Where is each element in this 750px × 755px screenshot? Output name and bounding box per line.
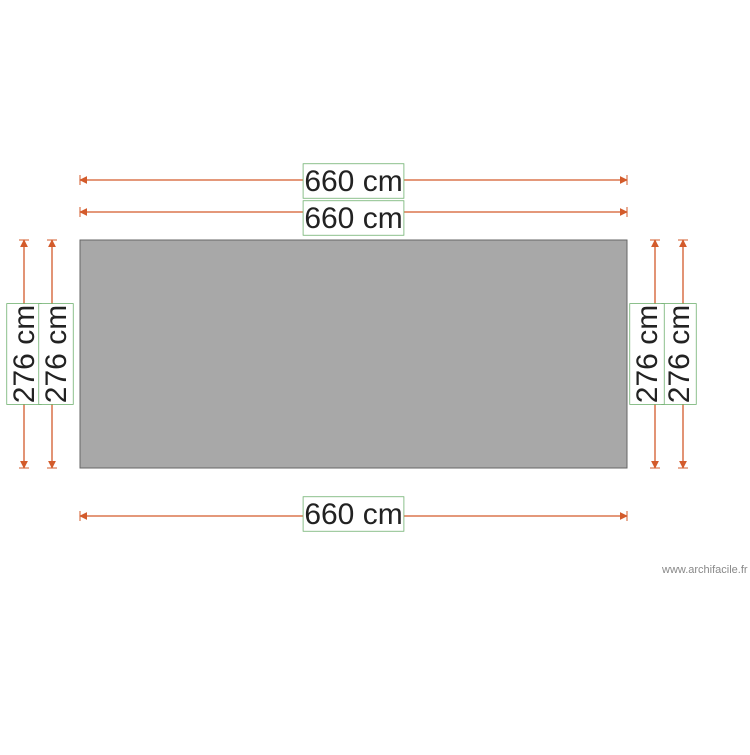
dimension-label: 660 cm	[303, 164, 404, 199]
svg-text:276 cm: 276 cm	[631, 305, 664, 403]
dimension-label: 276 cm	[630, 304, 665, 405]
dimension-label: 276 cm	[662, 304, 697, 405]
floorplan-canvas: 660 cm660 cm660 cm276 cm276 cm276 cm276 …	[0, 0, 750, 750]
svg-text:276 cm: 276 cm	[8, 305, 41, 403]
dimension-label: 276 cm	[39, 304, 74, 405]
dimension-label: 276 cm	[7, 304, 42, 405]
room-rect	[80, 240, 627, 468]
dimension-label: 660 cm	[303, 201, 404, 236]
svg-text:660 cm: 660 cm	[304, 202, 402, 235]
watermark-text: www.archifacile.fr	[662, 564, 748, 576]
dimension-label: 660 cm	[303, 497, 404, 532]
svg-text:276 cm: 276 cm	[663, 305, 696, 403]
svg-text:660 cm: 660 cm	[304, 165, 402, 198]
svg-text:660 cm: 660 cm	[304, 498, 402, 531]
svg-text:276 cm: 276 cm	[40, 305, 73, 403]
